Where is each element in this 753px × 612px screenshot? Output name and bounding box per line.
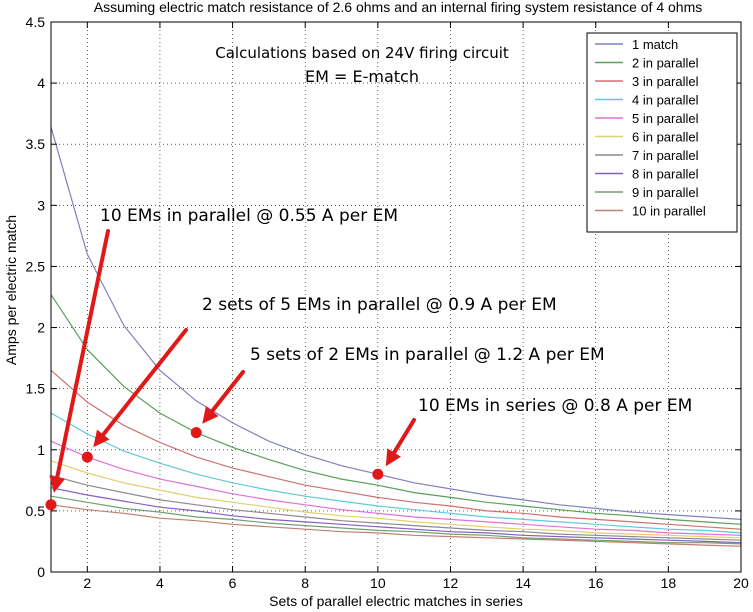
annotation-marker xyxy=(190,427,202,439)
legend-label: 7 in parallel xyxy=(632,148,699,163)
y-tick-label: 1 xyxy=(37,442,45,458)
legend-box xyxy=(586,32,738,233)
x-axis-label: Sets of parallel electric matches in ser… xyxy=(269,593,523,609)
x-tick-label: 18 xyxy=(661,575,677,591)
annotation-arrowhead xyxy=(385,448,401,467)
x-tick-label: 4 xyxy=(156,575,164,591)
y-tick-label: 3 xyxy=(37,197,45,213)
legend: 1 match 2 in parallel 3 in parallel 4 in pa… xyxy=(586,32,738,233)
series-line-10 xyxy=(50,504,742,547)
legend-label: 5 in parallel xyxy=(632,111,699,126)
y-tick-label: 4 xyxy=(37,75,45,91)
annotation-arrow xyxy=(392,418,416,455)
legend-label: 10 in parallel xyxy=(632,204,706,219)
chart-title: Assuming electric match resistance of 2.… xyxy=(94,0,703,15)
y-tick-label: 4.5 xyxy=(26,14,46,30)
series-line-2 xyxy=(50,294,742,525)
series-line-4 xyxy=(50,412,742,534)
legend-label: 6 in parallel xyxy=(632,130,699,145)
x-tick-label: 14 xyxy=(515,575,531,591)
annotation-label: 10 EMs in series @ 0.8 A per EM xyxy=(418,396,692,416)
y-tick-label: 1.5 xyxy=(26,381,46,397)
annotation-arrowhead xyxy=(93,429,110,448)
annotation-arrow xyxy=(101,328,188,437)
x-tick-label: 16 xyxy=(588,575,604,591)
legend-label: 1 match xyxy=(632,37,678,52)
annotation-marker xyxy=(372,468,384,480)
annotation-arrow xyxy=(55,229,110,480)
x-tick-label: 10 xyxy=(370,575,386,591)
x-tick-label: 6 xyxy=(229,575,237,591)
annotation-arrowhead xyxy=(49,475,66,493)
y-tick-label: 2 xyxy=(37,320,45,336)
series-line-6 xyxy=(50,460,742,539)
legend-label: 8 in parallel xyxy=(632,167,699,182)
legend-label: 3 in parallel xyxy=(632,74,699,89)
annotation-label: 5 sets of 2 EMs in parallel @ 1.2 A per … xyxy=(250,345,605,365)
annotation-label: 2 sets of 5 EMs in parallel @ 0.9 A per … xyxy=(202,295,557,315)
annotation-arrowhead xyxy=(202,406,219,424)
legend-label: 2 in parallel xyxy=(632,56,699,71)
y-tick-label: 0.5 xyxy=(26,503,46,519)
series-line-7 xyxy=(50,474,742,541)
plot-border xyxy=(50,21,742,573)
series-line-1 xyxy=(50,126,742,520)
legend-label: 9 in parallel xyxy=(632,185,699,200)
y-tick-label: 2.5 xyxy=(26,258,46,274)
x-tick-label: 2 xyxy=(83,575,91,591)
x-tick-label: 12 xyxy=(443,575,459,591)
y-axis-label: Amps per electric match xyxy=(3,215,19,365)
note-em-definition: EM = E-match xyxy=(305,67,419,86)
legend-label: 4 in parallel xyxy=(632,93,699,108)
note-circuit: Calculations based on 24V firing circuit xyxy=(215,44,509,62)
annotation-label: 10 EMs in parallel @ 0.55 A per EM xyxy=(100,206,398,226)
series-line-8 xyxy=(50,487,742,544)
annotation-marker xyxy=(45,499,57,511)
annotation-marker xyxy=(81,451,93,463)
y-tick-label: 3.5 xyxy=(26,136,46,152)
annotation-arrow xyxy=(210,370,245,414)
x-tick-label: 20 xyxy=(733,575,749,591)
y-tick-label: 0 xyxy=(37,564,45,580)
x-tick-label: 8 xyxy=(301,575,309,591)
series-line-5 xyxy=(50,440,742,536)
series-line-3 xyxy=(50,369,742,530)
series-line-9 xyxy=(50,495,742,545)
